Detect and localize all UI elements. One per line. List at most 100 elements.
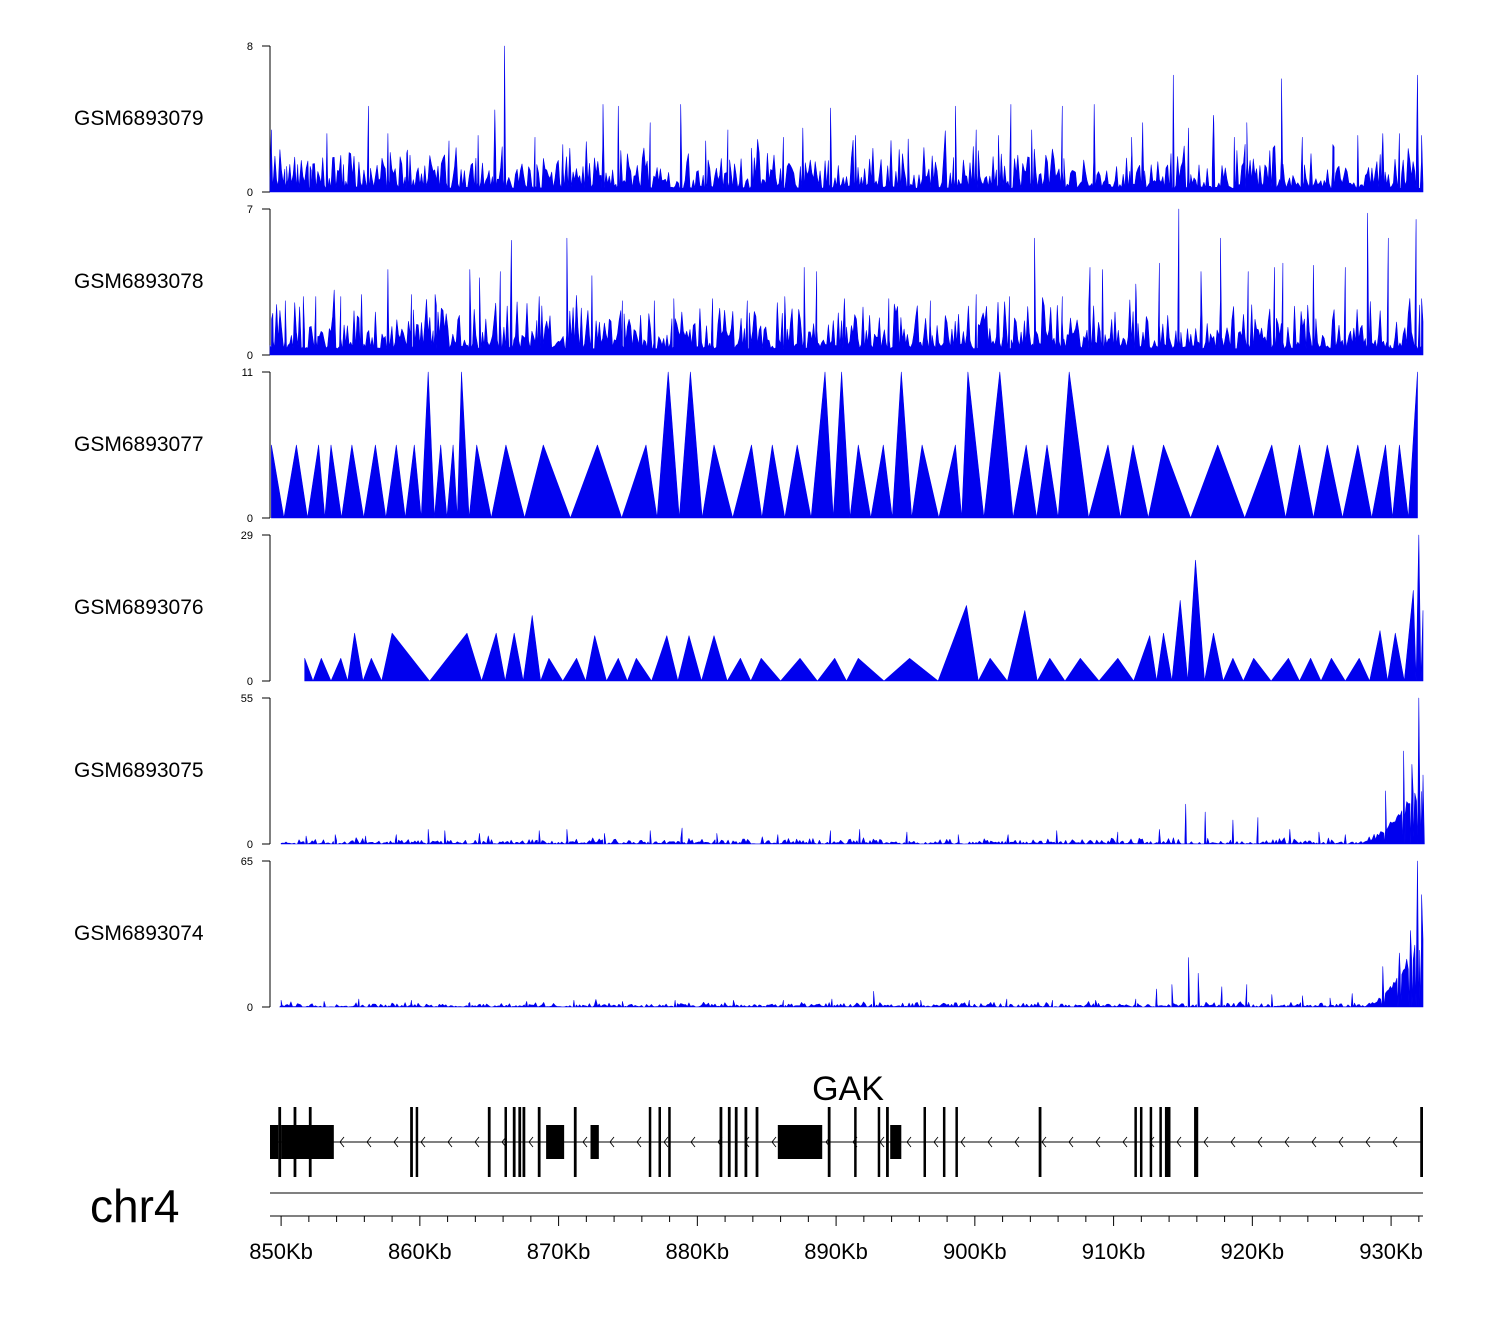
y-tick-label-zero: 0 (247, 676, 253, 688)
genomic-axis: chr4 850Kb 860Kb 870Kb 880Kb 890Kb 900Kb 910Kb… (90, 1180, 1423, 1264)
y-tick-label-max: 55 (241, 693, 253, 705)
y-tick-label-max: 11 (242, 367, 253, 379)
strand-arrow (906, 1136, 912, 1148)
exon (734, 1107, 738, 1177)
strand-arrow (1365, 1136, 1371, 1148)
y-tick-label-zero: 0 (247, 350, 253, 362)
chromosome-label: chr4 (90, 1180, 179, 1232)
exon (877, 1107, 881, 1177)
exon (1420, 1107, 1423, 1177)
exon (410, 1107, 413, 1177)
exon (504, 1107, 507, 1177)
x-tick-label: 910Kb (1082, 1239, 1146, 1264)
x-tick-label: 920Kb (1221, 1239, 1285, 1264)
track-GSM6893079: GSM6893079 8 0 (74, 41, 1424, 199)
strand-arrow (1176, 1136, 1182, 1148)
exon (668, 1107, 671, 1177)
strand-arrow (771, 1136, 777, 1148)
exon (415, 1107, 419, 1177)
strand-arrow (960, 1136, 966, 1148)
strand-arrow (1284, 1136, 1290, 1148)
strand-arrow (690, 1136, 696, 1148)
track-GSM6893074: GSM6893074 65 0 (74, 856, 1424, 1014)
y-tick-label-zero: 0 (247, 1002, 253, 1014)
x-tick-label: 860Kb (388, 1239, 452, 1264)
exon-block (890, 1125, 902, 1159)
strand-arrow (393, 1136, 399, 1148)
exon (955, 1107, 958, 1177)
strand-arrow (420, 1136, 426, 1148)
exon-block (546, 1125, 565, 1159)
strand-arrow (1203, 1136, 1209, 1148)
x-tick-label: 880Kb (666, 1239, 730, 1264)
y-tick-label-zero: 0 (247, 187, 253, 199)
track-GSM6893078: GSM6893078 7 0 (74, 204, 1424, 362)
coverage-area (269, 208, 1424, 356)
strand-arrow (1392, 1136, 1398, 1148)
exon (573, 1107, 577, 1177)
exon (1159, 1107, 1162, 1177)
track-label: GSM6893075 (74, 759, 204, 782)
strand-arrow (1041, 1136, 1047, 1148)
x-tick-label: 890Kb (804, 1239, 868, 1264)
strand-arrow (609, 1136, 615, 1148)
exon (744, 1107, 748, 1177)
exon (512, 1107, 516, 1177)
exon (658, 1107, 661, 1177)
exon (886, 1107, 889, 1177)
coverage-area (279, 860, 1424, 1008)
y-tick-label-zero: 0 (247, 839, 253, 851)
exon (827, 1107, 831, 1177)
coverage-area (304, 534, 1424, 682)
strand-arrow (1338, 1136, 1344, 1148)
exon (518, 1107, 522, 1177)
strand-arrow (1068, 1136, 1074, 1148)
exon (1139, 1107, 1143, 1177)
x-tick-label: 870Kb (527, 1239, 591, 1264)
strand-arrow (987, 1136, 993, 1148)
coverage-tracks: GSM689307980GSM689307870GSM6893077110GSM… (74, 41, 1425, 1014)
x-tick-label: 930Kb (1359, 1239, 1423, 1264)
track-label: GSM6893074 (74, 922, 204, 945)
exon-block (270, 1125, 279, 1159)
track-label: GSM6893079 (74, 107, 204, 130)
strand-arrow (1014, 1136, 1020, 1148)
strand-arrow (1311, 1136, 1317, 1148)
exon (522, 1107, 526, 1177)
track-GSM6893075: GSM6893075 55 0 (74, 693, 1425, 851)
exon (278, 1107, 282, 1177)
strand-arrow (582, 1136, 588, 1148)
exon (1149, 1107, 1153, 1177)
track-label: GSM6893078 (74, 270, 204, 293)
track-GSM6893076: GSM6893076 29 0 (74, 530, 1424, 688)
strand-arrow (1122, 1136, 1128, 1148)
strand-arrow (1230, 1136, 1236, 1148)
exon (1194, 1107, 1199, 1177)
exon (755, 1107, 759, 1177)
strand-arrow (933, 1136, 939, 1148)
exon (942, 1107, 946, 1177)
exon-block (590, 1125, 599, 1159)
x-tick-label: 900Kb (943, 1239, 1007, 1264)
coverage-area (271, 371, 1418, 519)
exon-block (777, 1125, 823, 1159)
strand-arrow (636, 1136, 642, 1148)
strand-arrow (528, 1136, 534, 1148)
y-tick-label-max: 29 (241, 530, 253, 542)
exon (648, 1107, 652, 1177)
track-label: GSM6893077 (74, 433, 204, 456)
coverage-area (269, 45, 1424, 193)
y-tick-label-max: 65 (241, 856, 253, 868)
track-label: GSM6893076 (74, 596, 204, 619)
gene-name-label: GAK (812, 1070, 884, 1108)
track-GSM6893077: GSM6893077 11 0 (74, 367, 1418, 525)
exon (923, 1107, 927, 1177)
exon (537, 1107, 541, 1177)
strand-arrow (1257, 1136, 1263, 1148)
exon (1164, 1107, 1171, 1177)
strand-arrow (339, 1136, 345, 1148)
strand-arrow (1095, 1136, 1101, 1148)
strand-arrow (663, 1136, 669, 1148)
exon-block (281, 1125, 334, 1159)
